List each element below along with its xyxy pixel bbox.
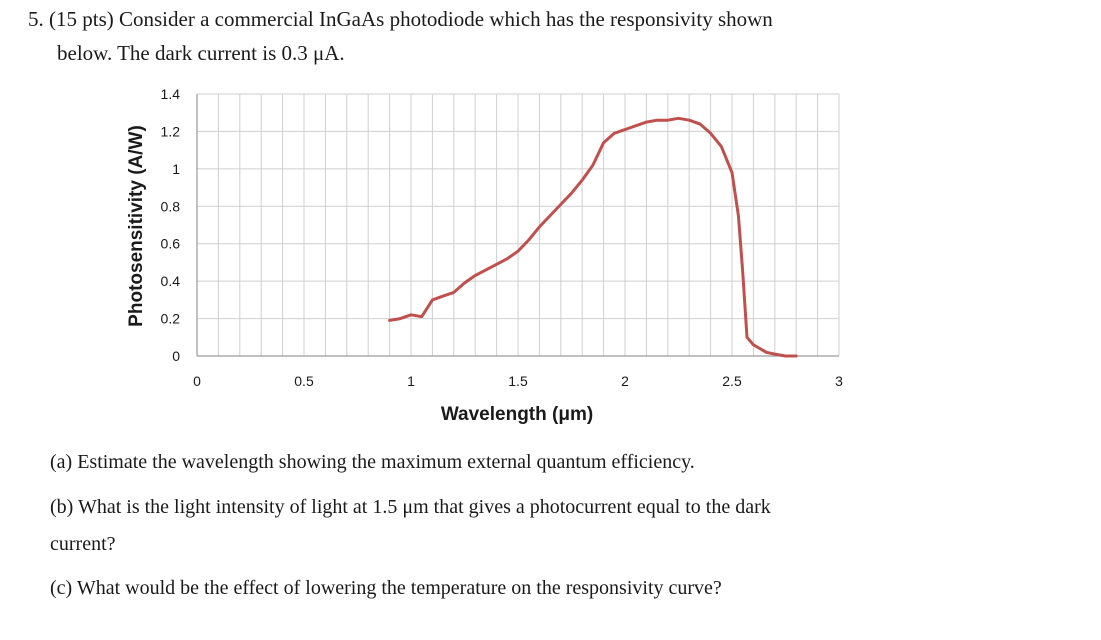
x-tick-label: 0 (193, 373, 201, 389)
chart-grid (196, 93, 840, 357)
problem-statement-line1: 5. (15 pts) Consider a commercial InGaAs… (28, 7, 773, 31)
problem-statement-line2: below. The dark current is 0.3 μA. (57, 41, 345, 65)
chart-tick-labels: 0 0.5 1 1.5 2 2.5 3 0 0.2 0.4 0.6 0.8 1 1.2 1.4 (161, 86, 844, 389)
chart-axes (196, 94, 839, 357)
y-tick-label: 0.6 (161, 236, 181, 252)
question-c: (c) What would be the effect of lowering… (50, 577, 722, 599)
y-tick-label: 0.4 (161, 273, 181, 289)
y-tick-label: 1.2 (161, 123, 181, 139)
y-tick-label: 1.4 (161, 86, 181, 102)
question-b-line1: (b) What is the light intensity of light… (50, 496, 771, 518)
y-tick-label: 0 (172, 348, 180, 364)
x-tick-label: 2 (621, 373, 629, 389)
x-tick-label: 2.5 (722, 373, 742, 389)
question-a: (a) Estimate the wavelength showing the … (50, 451, 695, 473)
question-b-line2: current? (50, 533, 116, 555)
responsivity-curve (388, 116, 798, 358)
y-tick-label: 0.2 (161, 311, 181, 327)
x-tick-label: 1 (407, 373, 415, 389)
x-tick-label: 3 (835, 373, 843, 389)
x-tick-label: 1.5 (508, 373, 528, 389)
x-axis-label: Wavelength (μm) (441, 404, 593, 425)
y-axis-label: Photosensitivity (A/W) (126, 125, 147, 327)
x-tick-label: 0.5 (294, 373, 314, 389)
y-tick-label: 1 (172, 161, 180, 177)
y-tick-label: 0.8 (161, 198, 181, 214)
